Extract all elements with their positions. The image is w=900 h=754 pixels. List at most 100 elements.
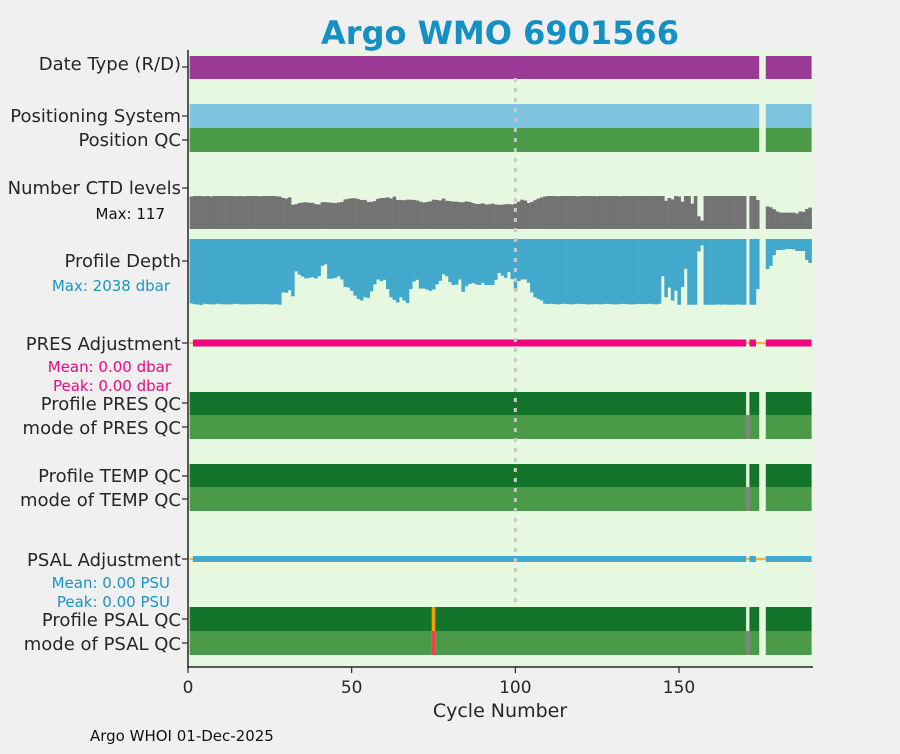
profile-temp-qc-segment — [765, 464, 812, 487]
profile-depth-bar — [497, 239, 501, 274]
row-ticks — [182, 66, 188, 644]
profile-depth-bar — [733, 239, 737, 305]
pres-adj-peak: Peak: 0.00 dbar — [53, 377, 172, 395]
ctd-levels-bar — [742, 196, 747, 229]
pres-adjustment-segment — [192, 339, 747, 347]
profile-depth-bar — [219, 239, 223, 305]
profile-depth-bar — [320, 239, 325, 266]
profile-pres-qc-segment — [765, 392, 812, 415]
ctd-levels-bar — [647, 196, 652, 229]
pres-adjustment-segment — [189, 341, 193, 345]
profile-depth-bar — [494, 239, 498, 280]
ctd-levels-bar — [510, 204, 515, 229]
ctd-levels-bar — [726, 196, 731, 229]
profile-depth-bar — [602, 239, 606, 305]
ctd-levels-bar — [278, 196, 282, 229]
profile-depth-bar — [500, 239, 505, 276]
profile-depth-bar — [742, 239, 747, 305]
profile-psal-qc-segment — [765, 607, 812, 631]
ctd-levels-bar — [651, 196, 655, 229]
ctd-levels-bar — [232, 196, 236, 229]
ctd-levels-bar — [369, 201, 374, 229]
profile-depth-bar — [516, 239, 521, 282]
ctd-levels-bar — [379, 197, 384, 229]
mode-temp-qc-segment — [749, 487, 760, 511]
ctd-levels-bar — [248, 196, 253, 229]
profile-depth-bar — [791, 239, 796, 250]
psal-adjustment-segment — [749, 556, 756, 562]
profile-depth-bar — [333, 239, 338, 278]
ctd-levels-bar — [382, 197, 387, 229]
ctd-levels-bar — [425, 201, 429, 229]
profile-depth-bar — [317, 239, 321, 277]
profile-depth-bar — [687, 239, 691, 305]
profile-depth-bar — [343, 239, 348, 287]
ctd-levels-bar — [801, 211, 806, 229]
profile-depth-bar — [611, 239, 616, 305]
profile-depth-bar — [785, 239, 789, 250]
ctd-levels-bar — [274, 196, 279, 229]
ctd-levels-bar — [350, 198, 354, 229]
mode-temp-qc-segment — [746, 487, 750, 511]
profile-depth-bar — [441, 239, 446, 275]
profile-depth-bar — [484, 239, 488, 285]
ctd-levels-bar — [320, 202, 325, 229]
ctd-levels-bar — [212, 196, 217, 229]
ctd-levels-bar — [621, 196, 626, 229]
label-position-qc: Position QC — [78, 130, 181, 151]
ctd-levels-bar — [749, 196, 753, 229]
ctd-levels-bar — [791, 212, 796, 229]
profile-depth-bar — [431, 239, 436, 290]
profile-depth-bar — [346, 239, 351, 288]
ctd-levels-bar — [785, 212, 789, 229]
profile-depth-bar — [713, 239, 717, 305]
profile-depth-bar — [307, 239, 312, 278]
ctd-levels-bar — [209, 196, 213, 229]
positioning-system-segment — [765, 104, 812, 128]
ctd-levels-bar — [484, 204, 488, 229]
profile-depth-bar — [723, 239, 727, 305]
profile-depth-bar — [680, 239, 685, 287]
profile-depth-bar — [615, 239, 619, 305]
ctd-levels-bar — [765, 206, 770, 229]
profile-temp-qc-segment — [749, 464, 760, 487]
ctd-levels-bar — [670, 199, 675, 229]
profile-depth-bar — [300, 239, 305, 277]
profile-depth-bar — [251, 239, 256, 305]
x-tick-label: 0 — [183, 678, 194, 698]
ctd-levels-bar — [458, 202, 462, 229]
profile-depth-bar — [641, 239, 645, 305]
x-axis-ticks: 0 50 100 150 — [183, 667, 695, 698]
profile-depth-bar — [278, 239, 282, 305]
profile-depth-bar — [513, 239, 518, 291]
profile-depth-bar — [798, 239, 803, 251]
ctd-levels-bar — [418, 201, 423, 229]
mode-pres-qc-segment — [189, 415, 747, 439]
profile-depth-bar — [422, 239, 426, 289]
ctd-levels-bar — [503, 204, 508, 229]
profile-depth-bar — [670, 239, 675, 301]
profile-depth-bar — [369, 239, 374, 292]
ctd-levels-bar — [494, 204, 498, 229]
profile-depth-bar — [621, 239, 626, 304]
profile-depth-bar — [418, 239, 423, 289]
profile-depth-bar — [310, 239, 315, 278]
profile-depth-bar — [503, 239, 508, 278]
ctd-levels-bar — [598, 196, 603, 229]
ctd-levels-bar — [700, 220, 704, 229]
label-psal-adjustment: PSAL Adjustment — [27, 550, 181, 571]
ctd-levels-bar — [520, 199, 524, 229]
profile-depth-bar — [589, 239, 593, 305]
ctd-levels-bar — [264, 196, 269, 229]
profile-depth-bar — [638, 239, 642, 304]
profile-depth-bar — [801, 239, 806, 251]
profile-depth-bar — [389, 239, 393, 298]
ctd-levels-bar — [638, 196, 642, 229]
footer-credit: Argo WHOI 01-Dec-2025 — [90, 727, 274, 745]
profile-depth-bar — [608, 239, 613, 305]
profile-depth-bar — [284, 239, 289, 293]
profile-depth-bar — [520, 239, 524, 280]
profile-depth-bar — [379, 239, 384, 282]
ctd-levels-bar — [392, 196, 397, 229]
ctd-levels-bar — [395, 199, 400, 229]
